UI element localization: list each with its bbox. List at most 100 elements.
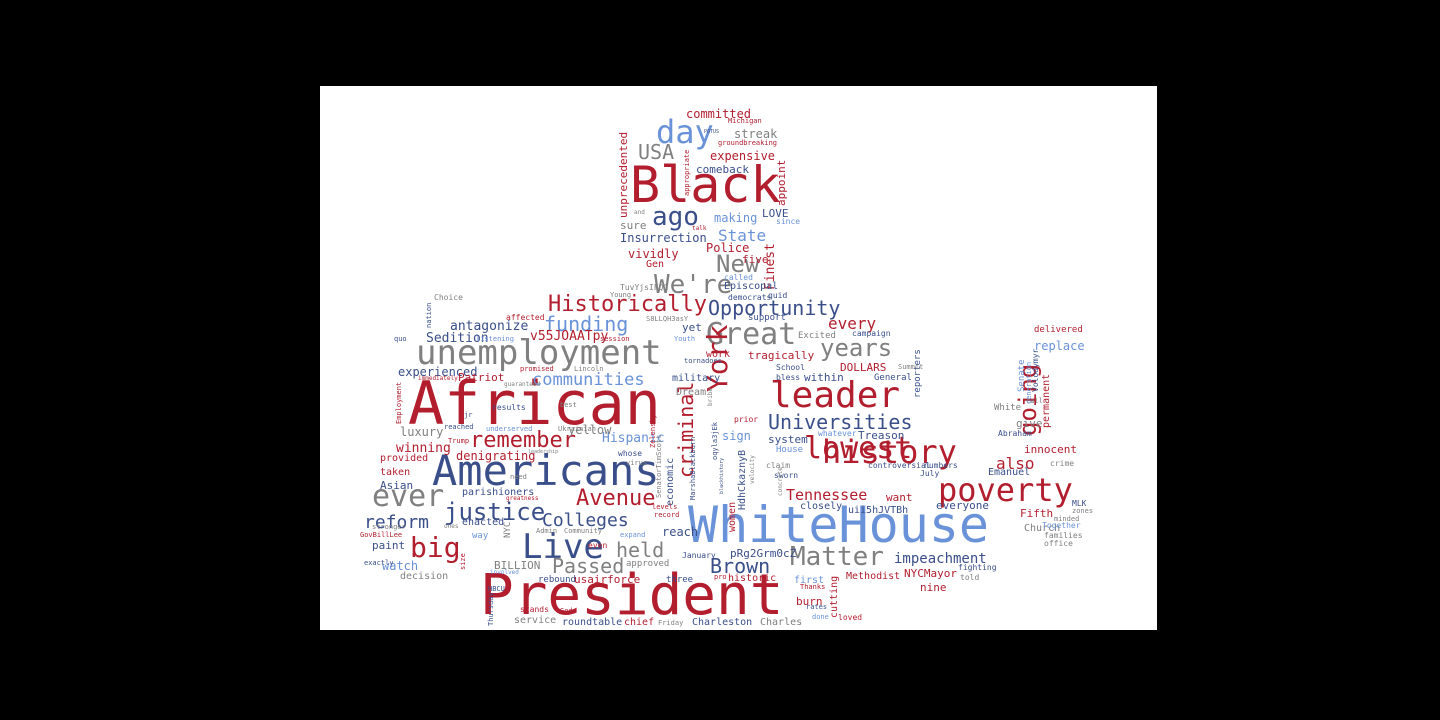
word: concrete	[777, 467, 784, 496]
word: Friday	[658, 619, 684, 627]
word: talk	[692, 225, 707, 232]
word: Colleges	[542, 510, 629, 531]
word: burn	[796, 595, 823, 608]
word: Passed	[552, 554, 625, 578]
word: listening	[476, 335, 514, 343]
word: want	[886, 491, 913, 504]
word: chief	[624, 617, 655, 628]
word: blackhistory	[719, 457, 725, 494]
word: Charleston	[692, 617, 753, 628]
word: God	[560, 607, 573, 615]
word: Together	[1042, 521, 1081, 530]
word: whose	[618, 449, 643, 458]
word: funding	[544, 312, 629, 336]
word: involved	[490, 569, 519, 576]
word: Live	[522, 527, 604, 567]
word: White	[994, 403, 1022, 413]
word: Summit	[898, 363, 924, 371]
word: jr	[464, 411, 473, 419]
word: every	[828, 314, 877, 333]
word: office	[1044, 539, 1073, 548]
word: Emanuel	[988, 467, 1031, 478]
word: session	[600, 335, 630, 343]
word: Ukrainian	[558, 425, 596, 433]
word: prior	[734, 415, 759, 424]
word: impeachment	[894, 551, 987, 567]
word: Lincoln	[574, 365, 604, 373]
word: HdhCkaznyB	[737, 449, 748, 510]
word: Excited	[798, 331, 836, 341]
word: democrats	[728, 293, 772, 302]
word: approved	[626, 559, 670, 569]
word: first	[794, 575, 825, 586]
word: appoint	[775, 159, 788, 206]
word: Dream	[676, 387, 707, 398]
word: POTUS	[704, 129, 720, 135]
word: January	[682, 551, 716, 560]
word: paint	[372, 539, 406, 552]
word: July	[920, 469, 940, 478]
word: velocity	[749, 455, 756, 484]
word: economic	[665, 457, 676, 506]
word: watch	[382, 559, 419, 573]
word: campaign	[852, 329, 891, 338]
word: lowest	[804, 431, 913, 466]
word: tragically	[748, 349, 815, 362]
word: nation	[425, 302, 433, 328]
word: leadership	[528, 449, 559, 455]
word: NYCMayor	[904, 567, 957, 580]
word: New	[716, 250, 760, 278]
word: comeback	[696, 163, 749, 176]
word: guaranteed	[504, 381, 541, 388]
word: Insurrection	[620, 231, 707, 245]
word: Gen	[646, 259, 665, 270]
word: Community	[564, 527, 602, 535]
word: leader	[770, 375, 901, 416]
word: Patriot	[458, 371, 505, 384]
word: exactly	[364, 559, 394, 567]
word: loved	[838, 613, 863, 622]
word: Sedition	[426, 331, 489, 346]
word: and	[634, 209, 645, 216]
word: unprecedented	[617, 131, 630, 218]
word: years	[820, 334, 893, 362]
word: Michigan	[728, 117, 762, 125]
word: HBCU	[488, 585, 505, 593]
word: five	[742, 253, 769, 266]
word: Black	[630, 156, 781, 214]
word: reform	[364, 512, 430, 533]
word: expand	[620, 531, 646, 539]
word: give	[1016, 417, 1043, 430]
word: Police	[706, 241, 750, 255]
word: General	[874, 373, 912, 383]
word: oqyla3jEk	[711, 422, 719, 460]
word: vividly	[628, 247, 679, 261]
word: S8LLQH3asY	[646, 315, 689, 323]
word: families	[1044, 531, 1083, 540]
word: Hispanic	[602, 431, 665, 446]
word: reach	[662, 525, 699, 539]
word: We're	[654, 270, 733, 300]
word: held	[616, 538, 665, 562]
word: uii5hJVTBh	[848, 505, 909, 516]
word: bribe	[707, 387, 714, 406]
word: v55JOAATpy	[530, 329, 609, 344]
word: zones	[1072, 507, 1094, 515]
word: controversial	[868, 461, 931, 470]
word: Great	[706, 317, 797, 352]
word: USA	[638, 140, 675, 164]
word: big	[410, 531, 461, 564]
word: service	[514, 615, 557, 626]
word: Charles	[760, 617, 803, 628]
word: call	[1026, 397, 1043, 405]
word: support	[748, 313, 786, 323]
word: WhiteHouse	[688, 496, 990, 554]
word: Youth	[674, 335, 696, 343]
word: Treason	[858, 429, 905, 442]
word: House	[776, 445, 804, 455]
word: reached	[444, 423, 474, 431]
word: virus	[626, 459, 648, 467]
word: Matter	[790, 542, 884, 572]
word: Fifth	[1020, 507, 1054, 520]
word: yet	[682, 321, 702, 334]
